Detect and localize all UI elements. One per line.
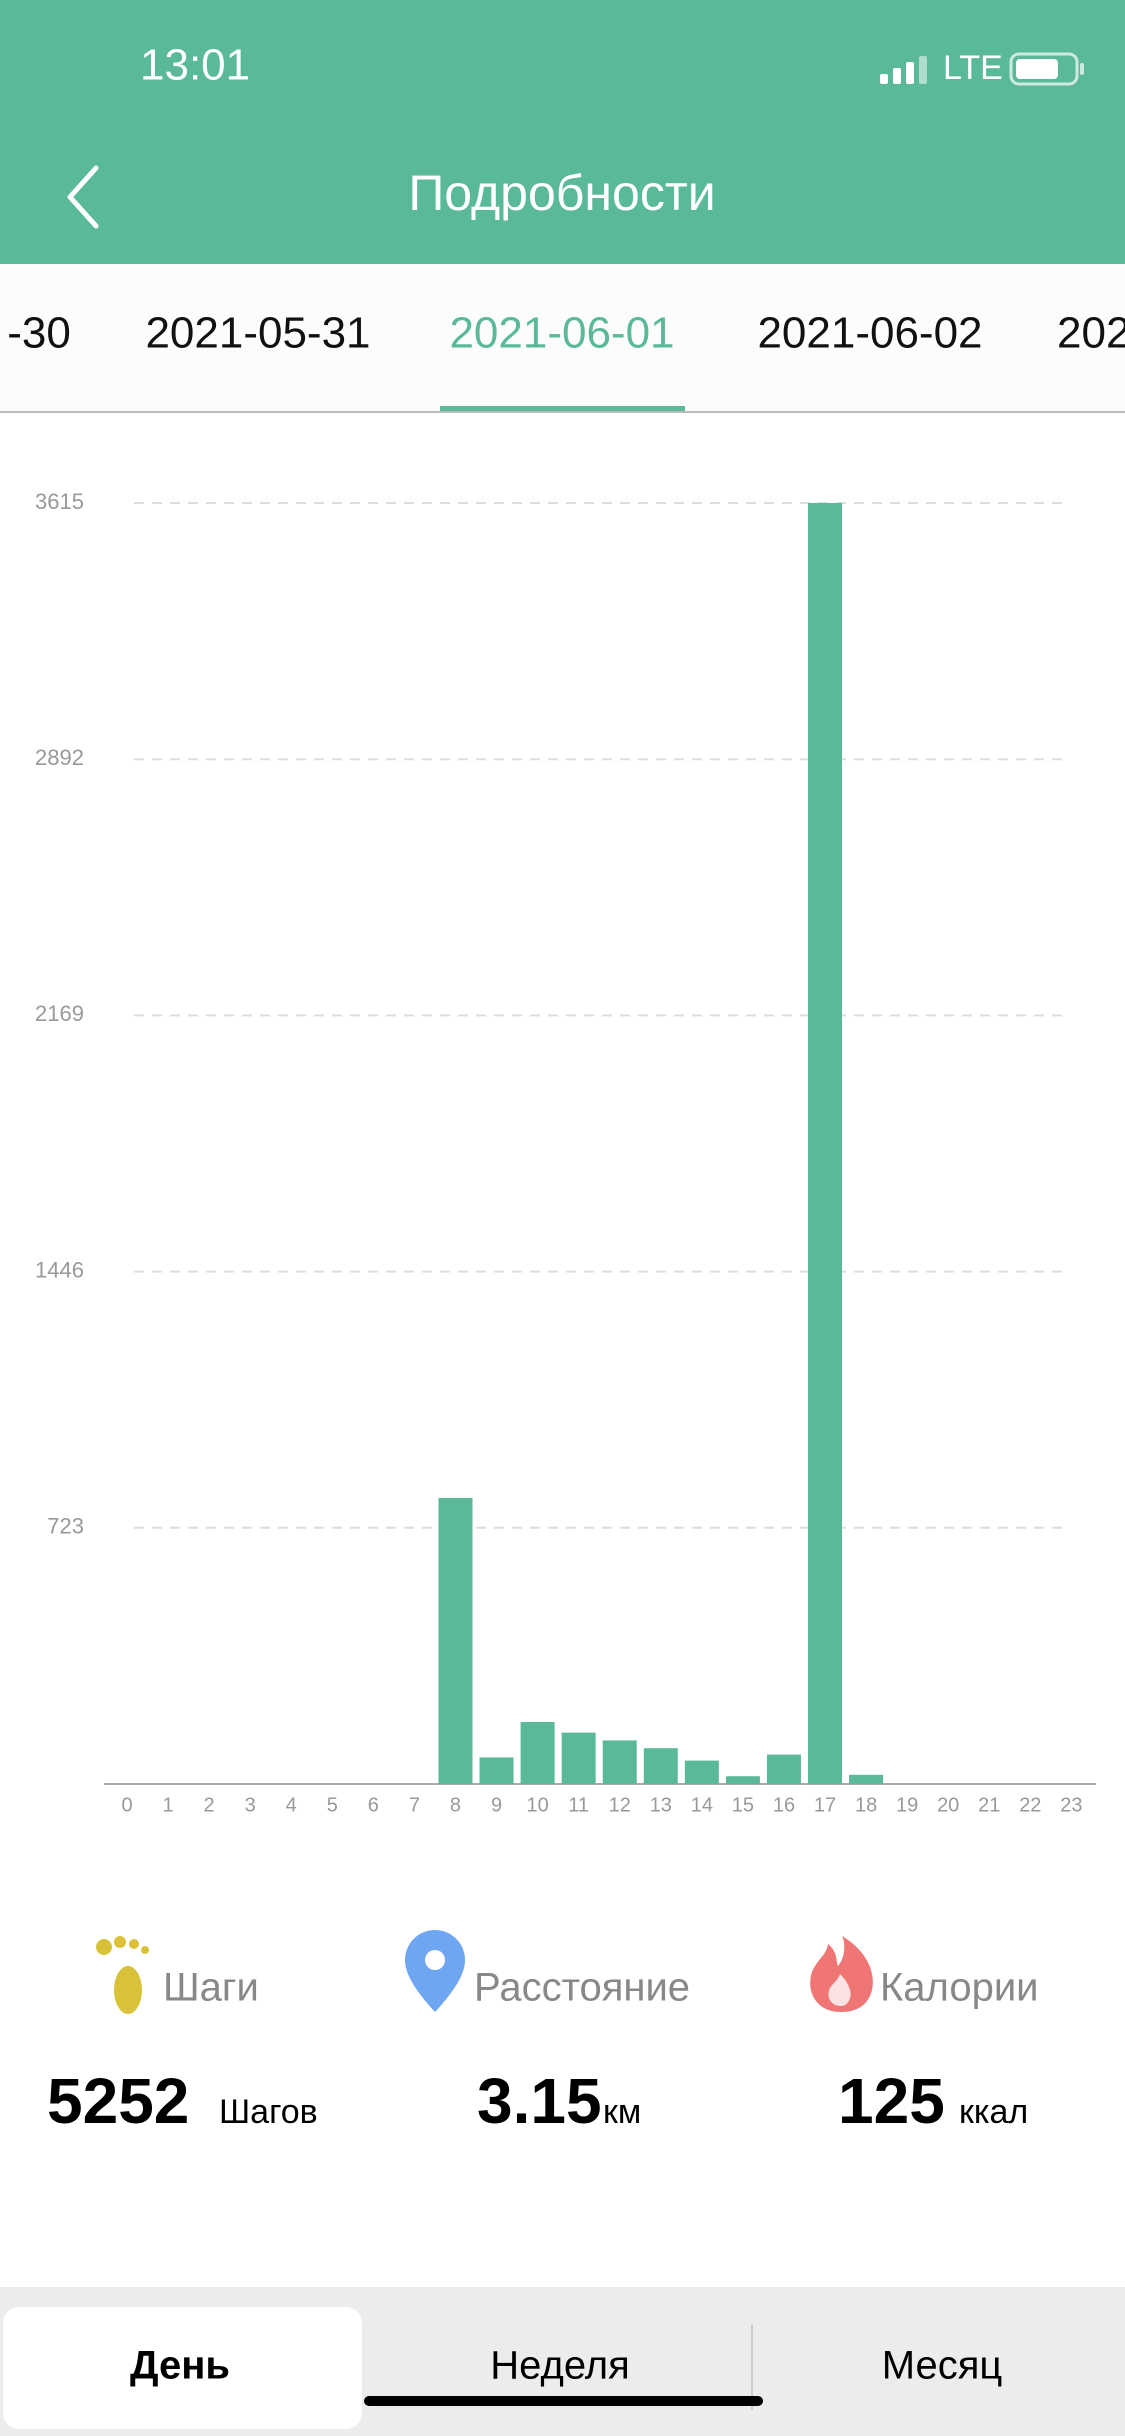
x-tick-label: 11 [568,1794,589,1816]
x-tick-label: 16 [773,1794,795,1816]
x-tick-label: 8 [450,1794,461,1816]
x-tick-label: 13 [650,1794,672,1816]
stat-value: 3.15 [477,2065,602,2137]
home-indicator [364,2396,763,2406]
bar [438,1498,473,1784]
bar [520,1721,555,1784]
header-title: Подробности [408,165,715,221]
x-tick-label: 2 [204,1794,215,1816]
period-tab[interactable]: Неделя [490,2344,630,2388]
x-tick-label: 18 [855,1794,877,1816]
x-tick-label: 0 [121,1794,132,1816]
x-tick-label: 10 [526,1794,548,1816]
bar [561,1732,596,1784]
x-tick-label: 7 [409,1794,420,1816]
x-tick-label: 5 [327,1794,338,1816]
x-tick-label: 19 [896,1794,918,1816]
x-tick-label: 21 [978,1794,1000,1816]
bar [849,1774,884,1784]
date-underline [440,406,685,412]
date-tab[interactable]: 202 [1057,309,1125,358]
y-tick-label: 2892 [35,745,84,770]
steps-icon [96,1936,149,2014]
x-tick-label: 1 [162,1794,173,1816]
stat-label: Калории [880,1966,1039,2010]
x-tick-label: 6 [368,1794,379,1816]
stat-value: 125 [838,2065,945,2137]
x-tick-label: 9 [491,1794,502,1816]
bar [808,503,843,1784]
stat-unit: км [603,2093,641,2131]
x-tick-label: 23 [1060,1794,1082,1816]
date-tab[interactable]: 2021-05-31 [145,309,370,358]
x-tick-label: 12 [609,1794,631,1816]
y-tick-label: 2169 [35,1001,84,1026]
stat-label: Расстояние [474,1966,690,2010]
bar [725,1776,760,1784]
signal-icon [880,56,927,84]
bar [684,1760,719,1784]
period-tab[interactable]: День [130,2344,230,2388]
date-tab[interactable]: -30 [7,309,71,358]
bar [479,1757,514,1784]
bar [766,1754,801,1784]
bar [602,1740,637,1784]
y-tick-label: 1446 [35,1257,84,1282]
period-tab[interactable]: Месяц [882,2344,1003,2388]
x-tick-label: 14 [691,1794,713,1816]
status-time: 13:01 [140,41,250,90]
calories-icon [810,1936,873,2012]
x-tick-label: 22 [1019,1794,1041,1816]
stat-label: Шаги [163,1966,259,2010]
y-tick-label: 723 [47,1514,84,1539]
stat-unit: ккал [959,2093,1028,2131]
bar [643,1748,678,1784]
header-bg [0,0,1125,264]
date-tab[interactable]: 2021-06-02 [757,309,982,358]
date-tab[interactable]: 2021-06-01 [449,309,674,358]
distance-icon [405,1930,465,2012]
x-tick-label: 20 [937,1794,959,1816]
x-tick-label: 4 [286,1794,297,1816]
date-bar [0,264,1125,412]
y-tick-label: 3615 [35,489,84,514]
x-tick-label: 3 [245,1794,256,1816]
x-tick-label: 17 [814,1794,836,1816]
back-button[interactable] [67,165,99,229]
active-tab [3,2307,362,2429]
x-tick-label: 15 [732,1794,754,1816]
status-network: LTE [943,49,1003,87]
battery-icon [1009,52,1084,86]
stat-unit: Шагов [219,2093,318,2131]
stat-value: 5252 [47,2065,189,2137]
